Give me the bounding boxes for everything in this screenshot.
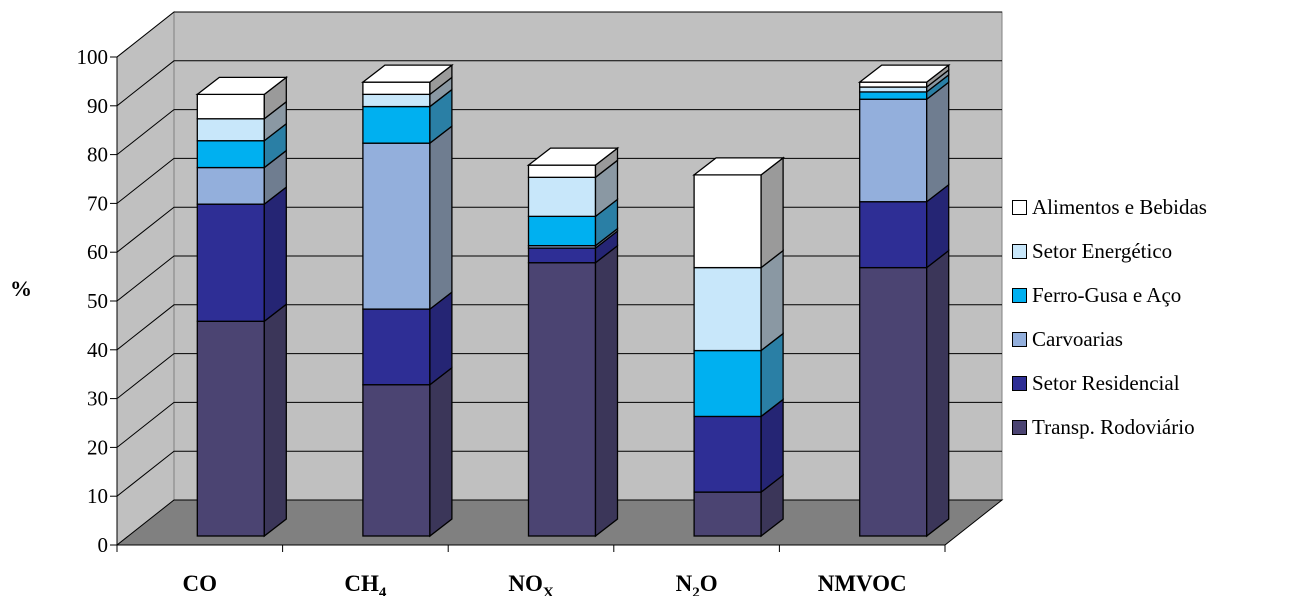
bar-segment (859, 91, 928, 100)
bar-segment (196, 320, 265, 537)
bar-segment (196, 203, 265, 322)
y-axis-label: % (10, 276, 32, 301)
bar-segment-side (263, 185, 287, 323)
legend-item: Ferro-Gusa e Aço (1012, 280, 1292, 310)
gridline (116, 109, 1002, 155)
bar-segment (362, 81, 431, 96)
bar-segment (362, 384, 431, 537)
legend-swatch (1012, 199, 1027, 215)
bar-segment (693, 349, 762, 418)
bar-segment (362, 105, 431, 144)
legend-swatch (1012, 331, 1027, 347)
x-axis-ticks: CO CH4 NOX N2O NMVOC (116, 545, 946, 596)
bar-segment-side (429, 124, 453, 311)
bar-stack (526, 146, 620, 538)
y-tick-label: 30 (87, 387, 108, 411)
bar-top (360, 64, 454, 83)
y-tick-label: 40 (87, 338, 108, 362)
bar-segment (527, 247, 597, 264)
legend-item: Alimentos e Bebidas (1012, 192, 1292, 222)
y-tick-label: 60 (87, 240, 108, 264)
x-tick-label: CH4 (344, 571, 387, 596)
legend-label: Setor Energético (1032, 238, 1173, 263)
y-axis-ticks: 0 10 20 30 40 50 60 70 80 90 100 (77, 45, 945, 557)
legend-label: Setor Residencial (1032, 370, 1180, 395)
bar-stack (857, 63, 951, 538)
bar-segment-side (926, 80, 950, 204)
bar-segment (693, 174, 762, 269)
legend-swatch (1012, 287, 1027, 303)
bar-segment-side (926, 249, 950, 538)
y-tick-label: 80 (87, 143, 108, 167)
bar-segment (196, 140, 265, 169)
x-tick-label: NOX (508, 571, 554, 596)
bar-stack (360, 63, 454, 538)
bar-top (526, 147, 620, 166)
bars (195, 63, 951, 538)
legend-label: Carvoarias (1032, 326, 1123, 351)
bar-segment (362, 142, 431, 310)
bar-top (692, 157, 786, 176)
y-tick-label: 0 (98, 533, 109, 557)
legend: Alimentos e Bebidas Setor Energético Ferro… (1012, 192, 1292, 456)
y-tick-label: 100 (77, 45, 109, 69)
bar-top (857, 64, 951, 83)
bar-segment (859, 81, 928, 88)
bar-segment (527, 262, 597, 537)
legend-label: Alimentos e Bebidas (1032, 194, 1207, 219)
bar-segment-side (594, 244, 619, 538)
y-tick-label: 90 (87, 94, 108, 118)
bar-segment (693, 266, 762, 352)
bar-segment (859, 98, 928, 203)
legend-item: Transp. Rodoviário (1012, 412, 1292, 442)
bar-segment (693, 415, 762, 493)
bar-segment-side (760, 156, 784, 269)
y-tick-label: 10 (87, 484, 108, 508)
bar-segment (859, 201, 928, 269)
bar-segment (196, 93, 265, 120)
legend-swatch (1012, 375, 1027, 391)
y-tick-label: 20 (87, 435, 108, 459)
bar-segment-side (429, 366, 453, 538)
bar-top (195, 76, 289, 96)
bar-segment (527, 215, 597, 247)
gridline (116, 11, 1002, 58)
y-tick-label: 70 (87, 191, 108, 215)
legend-item: Carvoarias (1012, 324, 1292, 354)
bar-segment (362, 93, 431, 108)
legend-label: Transp. Rodoviário (1032, 414, 1195, 439)
bar-segment (859, 86, 928, 93)
gridline (116, 60, 1002, 107)
y-tick-label: 50 (87, 289, 108, 313)
legend-item: Setor Energético (1012, 236, 1292, 266)
legend-label: Ferro-Gusa e Aço (1032, 282, 1182, 307)
bar-segment (362, 308, 431, 386)
legend-item: Setor Residencial (1012, 368, 1292, 398)
bar-segment (196, 166, 265, 205)
x-tick-label: NMVOC (818, 571, 907, 596)
bar-segment (859, 266, 928, 537)
bar-stack (195, 76, 289, 538)
bar-segment-side (263, 302, 287, 538)
bar-segment (527, 176, 597, 218)
bar-segment (693, 491, 762, 537)
bar-segment (527, 164, 597, 178)
x-tick-label: N2O (676, 571, 718, 596)
bar-segment (196, 118, 265, 142)
legend-swatch (1012, 243, 1027, 259)
legend-swatch (1012, 419, 1027, 435)
bar-stack (692, 156, 786, 538)
x-tick-label: CO (183, 571, 218, 596)
